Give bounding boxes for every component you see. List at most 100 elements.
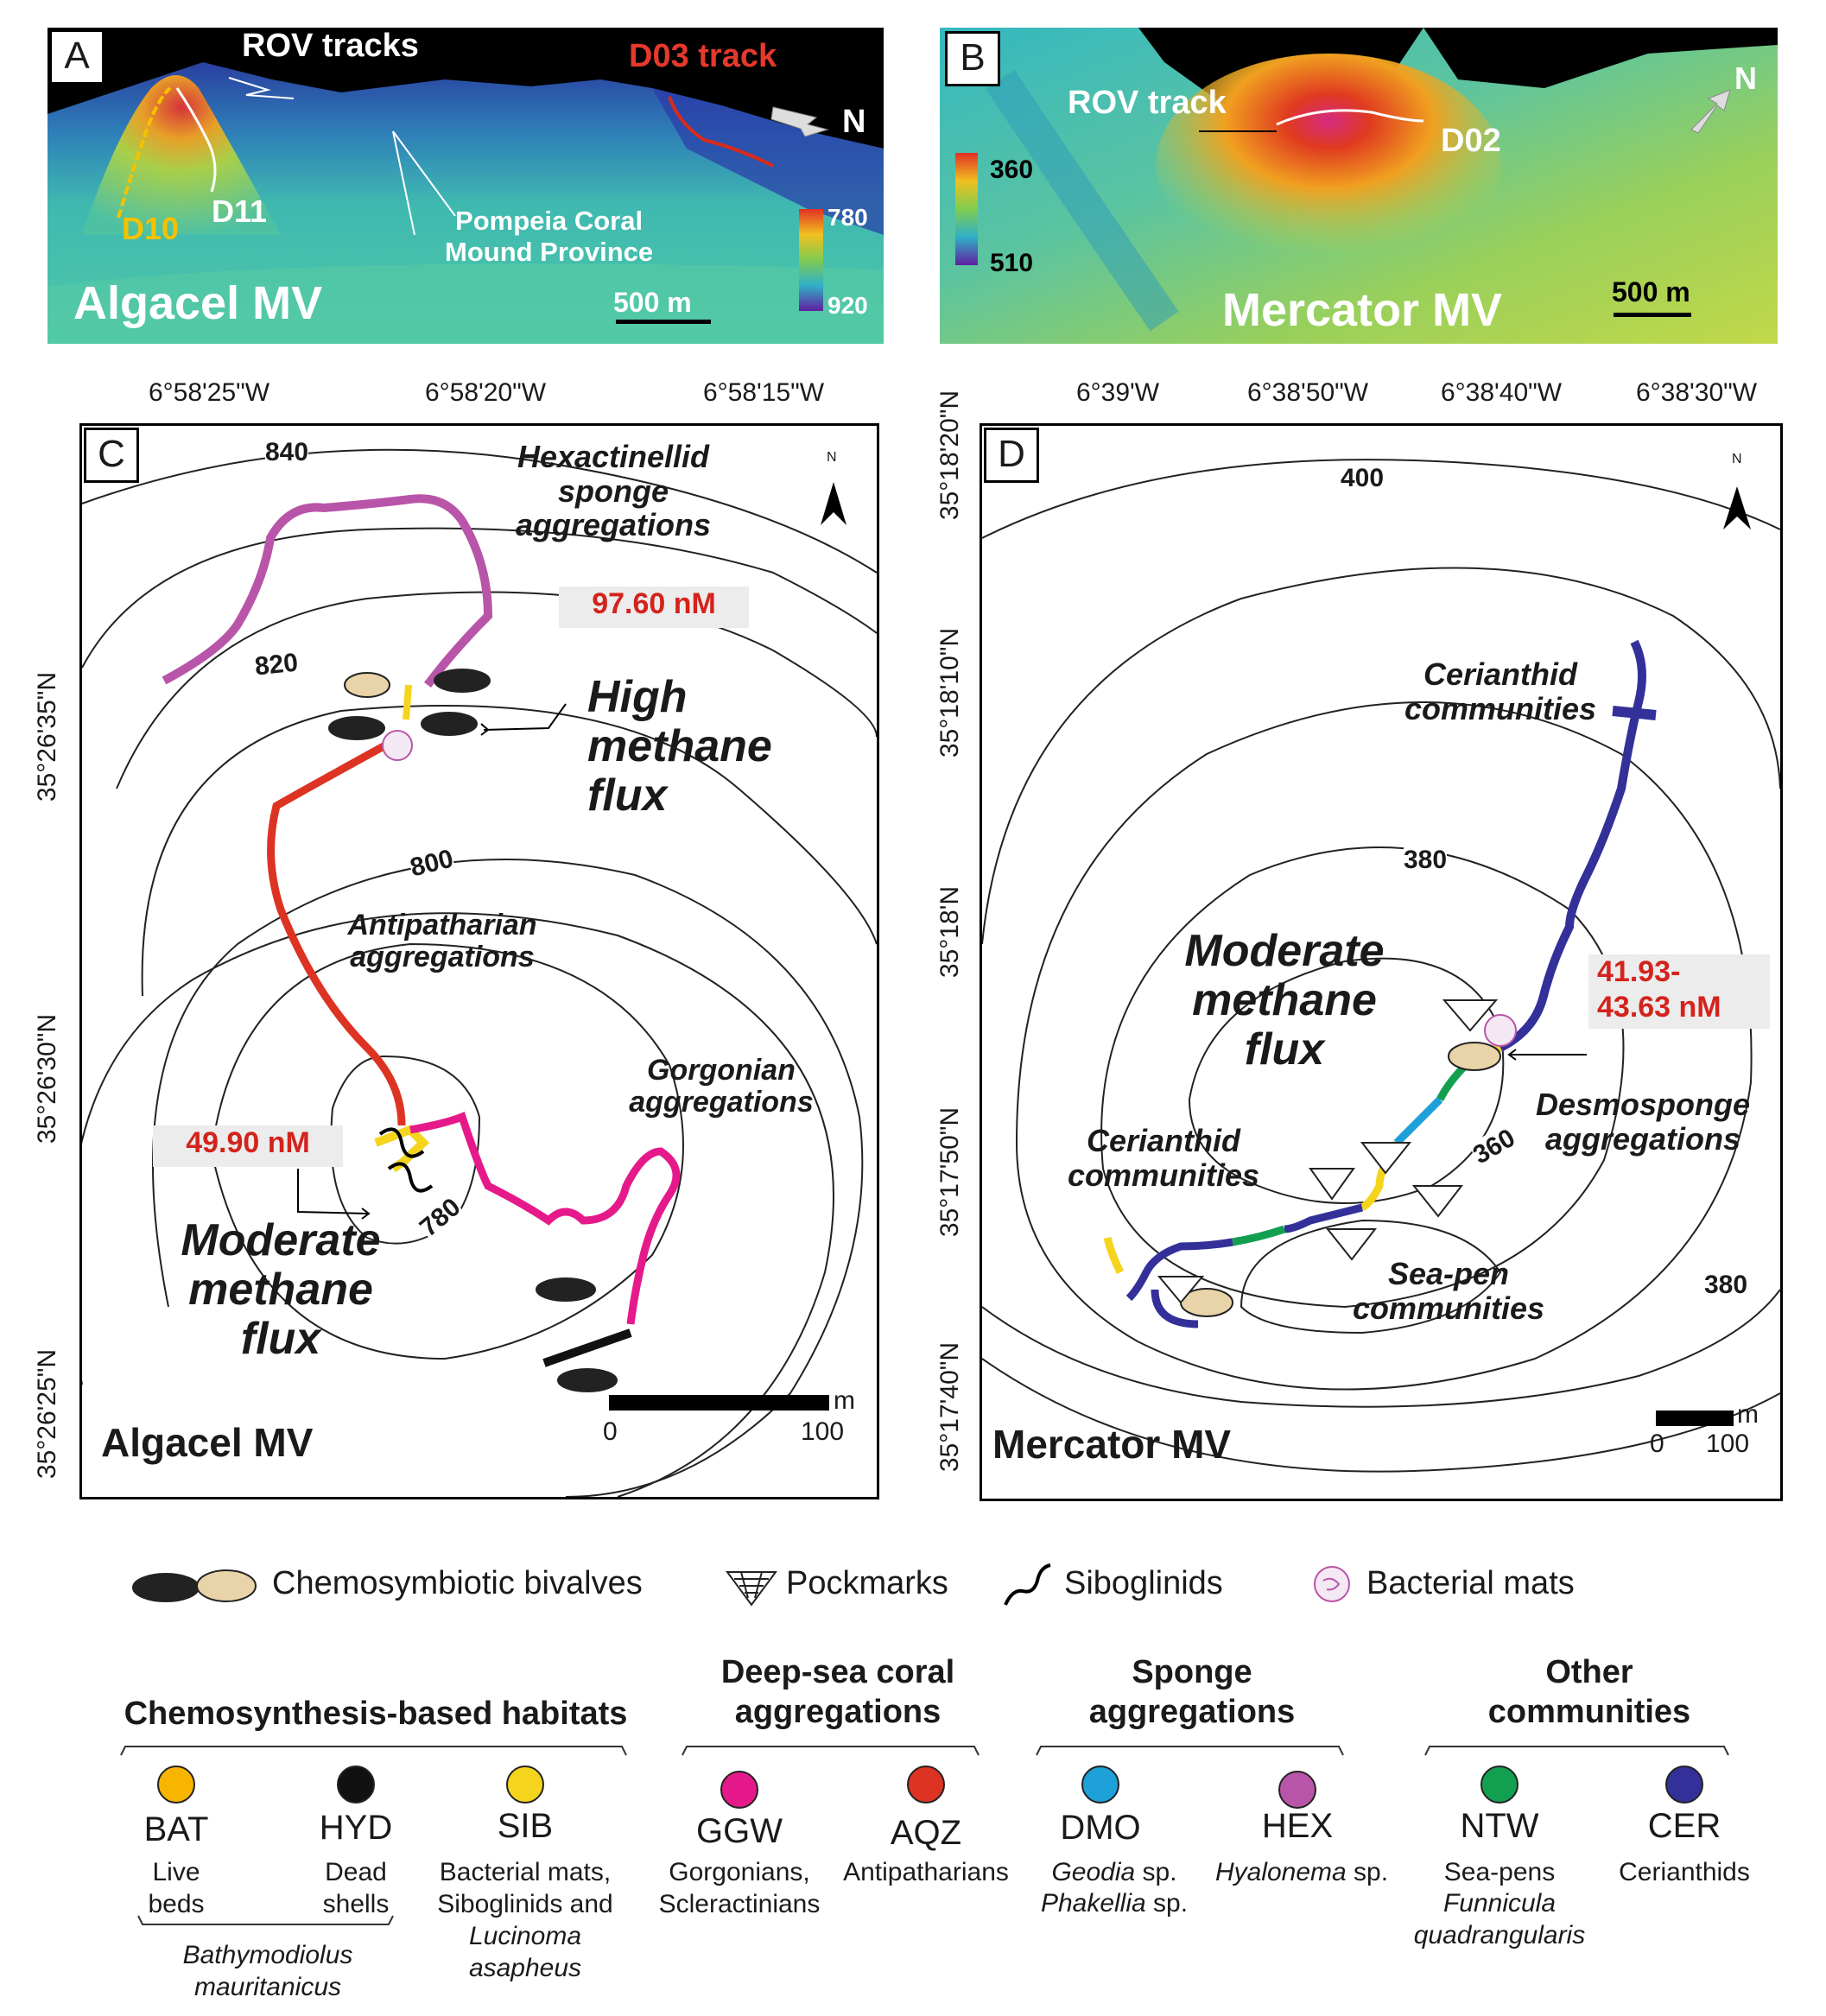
panel-d-y-tick-5: 35°17'40"N	[935, 1341, 964, 1473]
rov-tracks-label: ROV tracks	[242, 28, 419, 64]
cer-code: CER	[1647, 1807, 1721, 1845]
panel-d-x-tick-4: 6°38'30"W	[1636, 378, 1758, 407]
panel-b-name: Mercator MV	[1222, 284, 1503, 336]
pockmarks-legend-label: Pockmarks	[786, 1565, 948, 1601]
cer-color-dot	[1665, 1766, 1703, 1804]
panel-d-scale-100: 100	[1706, 1430, 1750, 1458]
dmo-genus-1: Geodia	[1051, 1858, 1136, 1886]
panel-c-scale-100: 100	[801, 1417, 845, 1446]
hex-sp: sp.	[1346, 1858, 1389, 1886]
panel-d-x-tick-1: 6°39'W	[1076, 378, 1160, 407]
ntw-code: NTW	[1460, 1807, 1539, 1845]
bacterial-mats-legend-label: Bacterial mats	[1366, 1565, 1575, 1601]
panel-a-letter: A	[49, 29, 105, 85]
bathymodiolus-bracket	[137, 1915, 394, 1925]
panel-d-x-tick-2: 6°38'50"W	[1247, 378, 1369, 407]
contour-380-top: 380	[1404, 846, 1448, 875]
aqz-code: AQZ	[890, 1814, 962, 1852]
contour-820: 820	[253, 648, 300, 682]
group-coral: Deep-sea coral aggregations	[720, 1654, 955, 1730]
panel-c-scale-0: 0	[603, 1417, 618, 1446]
panel-d-y-tick-1: 35°18'20"N	[935, 390, 964, 521]
panel-b-scale-max: 360	[990, 155, 1034, 184]
panel-c-scale-unit: m	[834, 1386, 855, 1415]
panel-a-terrain	[48, 28, 884, 344]
ntw-color-dot	[1480, 1766, 1518, 1804]
siboglinids-legend-label: Siboglinids	[1064, 1565, 1223, 1601]
panel-c-letter: C	[84, 428, 139, 483]
dmo-color-dot	[1081, 1766, 1119, 1804]
bacterial-mats-icon	[1314, 1566, 1350, 1602]
bivalves-legend-label: Chemosymbiotic bivalves	[272, 1565, 643, 1601]
moderate-methane-value-c: 49.90 nM	[153, 1125, 343, 1167]
ggw-color-dot	[720, 1771, 758, 1809]
d10-label: D10	[122, 211, 180, 246]
bat-code: BAT	[143, 1810, 209, 1848]
cerianthid-left-label: Cerianthid communities	[1067, 1123, 1260, 1193]
ggw-code: GGW	[696, 1812, 783, 1850]
aqz-color-dot	[907, 1766, 945, 1804]
panel-d-y-tick-3: 35°18'N	[935, 885, 964, 979]
panel-c-x-tick-2: 6°58'20"W	[425, 378, 547, 407]
panel-c-name: Algacel MV	[101, 1420, 314, 1465]
dmo-desc-2: Phakellia sp.	[1028, 1888, 1201, 1920]
hex-genus: Hyalonema	[1214, 1858, 1347, 1886]
moderate-methane-flux-label-c: Moderate methane flux	[181, 1215, 381, 1365]
panel-b-scale-bar-label: 500 m	[1612, 276, 1690, 307]
sib-color-dot	[506, 1766, 544, 1804]
panel-d-contours	[982, 459, 1780, 1473]
group-brackets	[120, 1746, 1729, 1756]
dmo-desc-1: Geodia sp.	[1028, 1857, 1201, 1889]
dmo-sp-1: sp.	[1135, 1858, 1177, 1886]
d03-track-label: D03 track	[629, 38, 777, 74]
cerianthid-top-label: Cerianthid communities	[1404, 656, 1597, 726]
bat-desc: Live beds	[148, 1858, 205, 1918]
panel-b-3d-view: B ROV track D02 N 360 510 500 m Mercator…	[940, 28, 1778, 344]
contour-840: 840	[265, 438, 309, 467]
antipatharian-label: Antipatharian aggregations	[347, 909, 537, 974]
d11-label: D11	[212, 193, 268, 229]
desmosponge-label: Desmosponge aggregations	[1535, 1087, 1751, 1157]
ntw-desc-italic: Funnicula quadrangularis	[1413, 1889, 1586, 1949]
cer-desc: Cerianthids	[1619, 1858, 1750, 1886]
panel-c-north: N	[827, 450, 837, 465]
hex-code: HEX	[1261, 1807, 1334, 1845]
ntw-desc: Sea-pens	[1443, 1858, 1556, 1886]
panel-d-name: Mercator MV	[992, 1422, 1232, 1467]
group-sponge: Sponge aggregations	[1088, 1654, 1296, 1730]
hexactinellid-label: Hexactinellid sponge aggregations	[515, 439, 712, 543]
dmo-code: DMO	[1060, 1809, 1141, 1847]
panel-d-x-tick-3: 6°38'40"W	[1441, 378, 1563, 407]
hex-desc: Hyalonema sp.	[1202, 1857, 1401, 1889]
sib-desc: Bacterial mats, Siboglinids and	[437, 1858, 613, 1918]
panel-c-x-tick-3: 6°58'15"W	[703, 378, 825, 407]
panel-a-3d-view: A ROV tracks D03 track N D10 D11 Pompeia…	[48, 28, 884, 344]
hyd-code: HYD	[319, 1809, 393, 1847]
panel-b-terrain	[940, 28, 1778, 344]
bat-color-dot	[157, 1766, 195, 1804]
panel-c-contours	[82, 448, 877, 1497]
dmo-sp-2: sp.	[1145, 1889, 1189, 1918]
panel-c-map: C N 840 820 800 780 Hexactinellid sponge…	[79, 423, 879, 1499]
group-chemosynthesis: Chemosynthesis-based habitats	[124, 1696, 628, 1732]
moderate-methane-value-d: 41.93- 43.63 nM	[1588, 954, 1770, 1029]
panel-a-north: N	[842, 104, 866, 140]
aqz-desc: Antipatharians	[843, 1858, 1009, 1886]
dmo-genus-2: Phakellia	[1040, 1889, 1146, 1918]
panel-d-y-tick-2: 35°18'10"N	[935, 627, 964, 758]
bathymodiolus-label: Bathymodiolus mauritanicus	[182, 1941, 353, 2001]
panel-c-y-tick-1: 35°26'35"N	[33, 671, 61, 802]
pockmarks-icon	[726, 1571, 777, 1607]
gorgonian-label: Gorgonian aggregations	[629, 1054, 814, 1119]
panel-d-map: D N 400 380 360 380 Cerianthid communiti…	[980, 423, 1783, 1501]
panel-c-y-tick-2: 35°26'30"N	[33, 1013, 61, 1144]
hex-color-dot	[1278, 1771, 1316, 1809]
contour-380-bottom: 380	[1704, 1271, 1748, 1300]
sib-desc-italic: Lucinoma asapheus	[468, 1922, 582, 1982]
bivalves-icon	[132, 1569, 257, 1602]
ggw-desc: Gorgonians, Scleractinians	[658, 1858, 821, 1918]
panel-d-letter: D	[984, 428, 1039, 483]
d02-label: D02	[1441, 123, 1501, 159]
panel-b-letter: B	[945, 31, 1000, 86]
pompeia-label: Pompeia Coral Mound Province	[445, 206, 654, 267]
